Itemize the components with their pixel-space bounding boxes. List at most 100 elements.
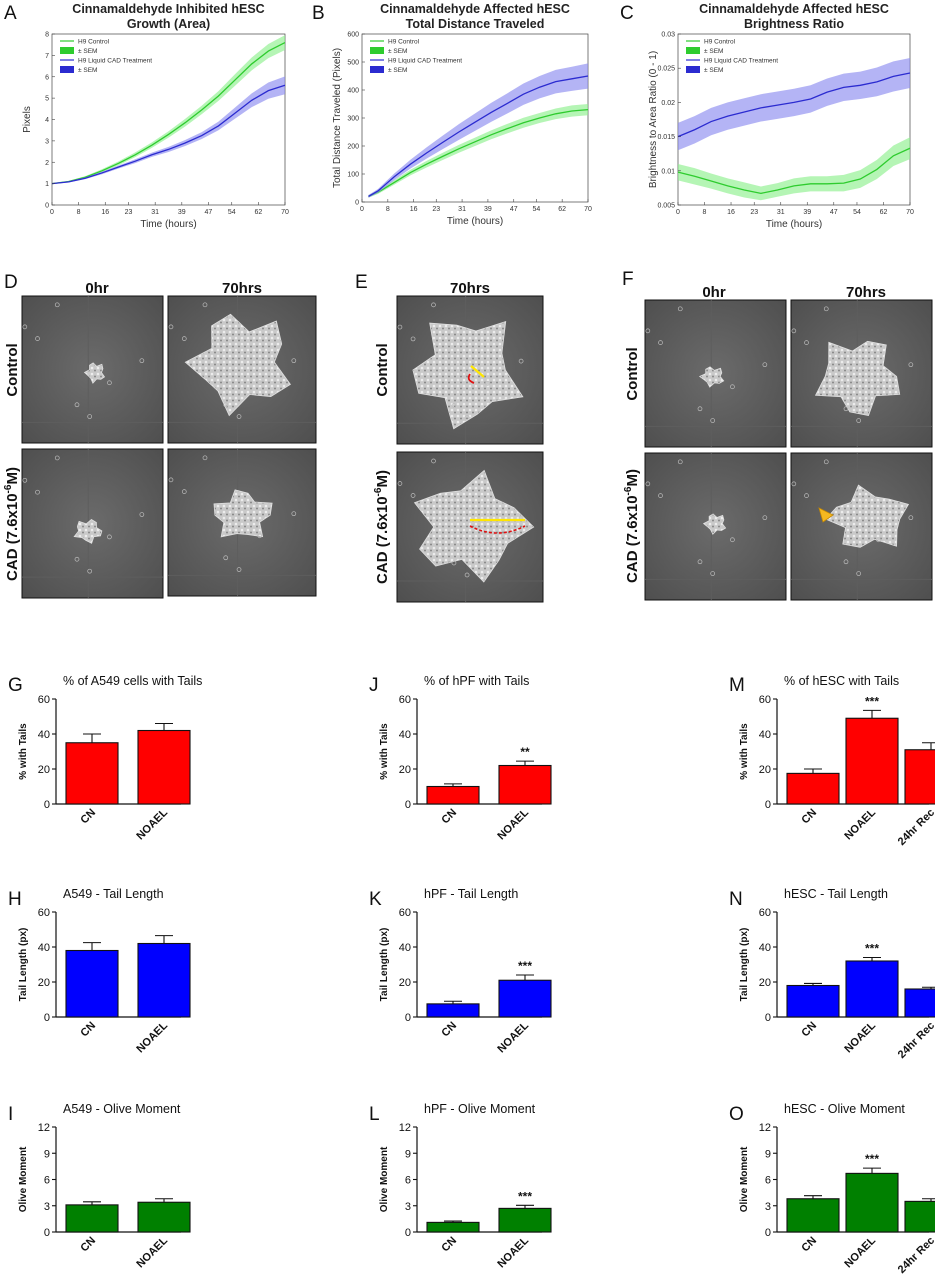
- chart-title: hPF - Tail Length: [424, 887, 518, 901]
- single-cell: [843, 406, 849, 412]
- single-cell: [54, 302, 60, 308]
- y-tick-label: 20: [399, 977, 411, 989]
- legend-entry: H9 Control: [78, 38, 110, 45]
- y-tick-label: 20: [38, 977, 50, 989]
- x-axis-label: Time (hours): [140, 219, 196, 230]
- cell-colony: [814, 340, 901, 416]
- row-label-cad: CAD (7.6x10-6M): [3, 467, 21, 581]
- image-f-cad-0hr: [644, 452, 787, 601]
- y-tick-label: 60: [38, 694, 50, 706]
- bar-chart-g: G % of A549 cells with Tails 0 20 40 60 % with…: [8, 674, 202, 842]
- cad-label-unit: M): [624, 469, 641, 487]
- chart-title: % of hESC with Tails: [784, 674, 899, 688]
- single-cell: [87, 568, 93, 574]
- x-category-label: NOAEL: [842, 1234, 878, 1270]
- bar-noael: [137, 942, 191, 1018]
- bar-cn: [65, 949, 119, 1018]
- row-label-cad: CAD (7.6x10-6M): [623, 469, 641, 583]
- y-tick-label: 12: [399, 1122, 411, 1134]
- x-tick-label: 62: [558, 206, 566, 213]
- x-category-label: CN: [78, 807, 98, 827]
- series-line-1: [677, 147, 911, 195]
- panel-letter: A: [4, 3, 17, 24]
- x-category-label: NOAEL: [134, 1019, 170, 1055]
- x-tick-label: 39: [484, 206, 492, 213]
- single-cell: [823, 306, 829, 312]
- x-category-label: CN: [439, 1020, 459, 1040]
- single-cell: [908, 362, 914, 368]
- x-tick-label: 0: [50, 209, 54, 216]
- bar-cn: [426, 785, 480, 805]
- y-tick-label: 500: [347, 60, 359, 67]
- single-cell: [451, 560, 457, 566]
- y-tick-label: 0.03: [661, 32, 675, 39]
- cell-colony: [73, 518, 103, 544]
- y-tick-label: 0.02: [661, 100, 675, 107]
- single-cell: [876, 537, 881, 543]
- x-tick-label: 39: [178, 209, 186, 216]
- single-cell: [804, 493, 809, 498]
- image-d-control-70hr: [167, 295, 317, 444]
- y-tick-label: 6: [405, 1175, 411, 1187]
- image-f-control-0hr: [644, 299, 787, 448]
- single-cell: [202, 455, 208, 461]
- y-tick-label: 6: [44, 1175, 50, 1187]
- x-category-label: CN: [78, 1235, 98, 1255]
- row-label-cad: CAD (7.6x10-6M): [373, 470, 391, 584]
- bar-noael: [498, 979, 552, 1018]
- significance-marker: ***: [518, 1189, 532, 1203]
- x-category-label: NOAEL: [495, 1234, 531, 1270]
- y-tick-label: 40: [399, 729, 411, 741]
- y-axis-label: % with Tails: [739, 723, 750, 780]
- sem-band-series-1: [52, 35, 285, 185]
- panel-letter: E: [355, 272, 368, 293]
- image-e-cad-70hr: [396, 451, 544, 603]
- single-cell: [677, 306, 683, 312]
- y-tick-label: 20: [759, 977, 771, 989]
- x-category-label: 24hr Rec: [896, 1235, 935, 1276]
- x-axis-label: Time (hours): [766, 219, 822, 230]
- single-cell: [291, 358, 297, 364]
- x-tick-label: 16: [101, 209, 109, 216]
- sem-band-series-1: [368, 104, 588, 198]
- single-cell: [730, 384, 735, 390]
- sem-band-series-2: [368, 63, 588, 198]
- x-tick-label: 8: [703, 209, 707, 216]
- panel-letter: I: [8, 1104, 13, 1125]
- single-cell: [908, 515, 914, 521]
- y-tick-label: 12: [38, 1122, 50, 1134]
- y-tick-label: 7: [45, 53, 49, 60]
- bar-24hr-rec: [904, 749, 935, 805]
- legend-band-swatch: [370, 47, 384, 54]
- cell-colony: [413, 469, 535, 583]
- single-cell: [804, 340, 809, 345]
- y-tick-label: 40: [399, 942, 411, 954]
- x-axis-label: Time (hours): [447, 216, 503, 227]
- y-tick-label: 40: [38, 729, 50, 741]
- y-tick-label: 600: [347, 32, 359, 39]
- single-cell: [710, 571, 716, 576]
- y-tick-label: 200: [347, 144, 359, 151]
- cad-label-main: CAD (7.6x10: [374, 496, 391, 584]
- x-category-label: CN: [799, 807, 819, 827]
- chart-title: A549 - Tail Length: [63, 887, 164, 901]
- x-tick-label: 8: [386, 206, 390, 213]
- single-cell: [645, 481, 651, 487]
- panel-letter: L: [369, 1104, 380, 1125]
- y-tick-label: 0.015: [657, 134, 675, 141]
- single-cell: [431, 458, 436, 464]
- cell-colony: [412, 320, 524, 430]
- y-tick-label: 0.005: [657, 203, 675, 210]
- y-tick-label: 3: [405, 1201, 411, 1213]
- x-category-label: NOAEL: [842, 1019, 878, 1055]
- red-measure-arc: [467, 373, 475, 384]
- y-axis-label: Brightness to Area Ratio (0 - 1): [648, 51, 659, 188]
- x-category-label: CN: [439, 1235, 459, 1255]
- single-cell: [236, 414, 242, 419]
- single-cell: [139, 512, 145, 517]
- significance-marker: ***: [865, 942, 879, 956]
- single-cell: [54, 455, 60, 461]
